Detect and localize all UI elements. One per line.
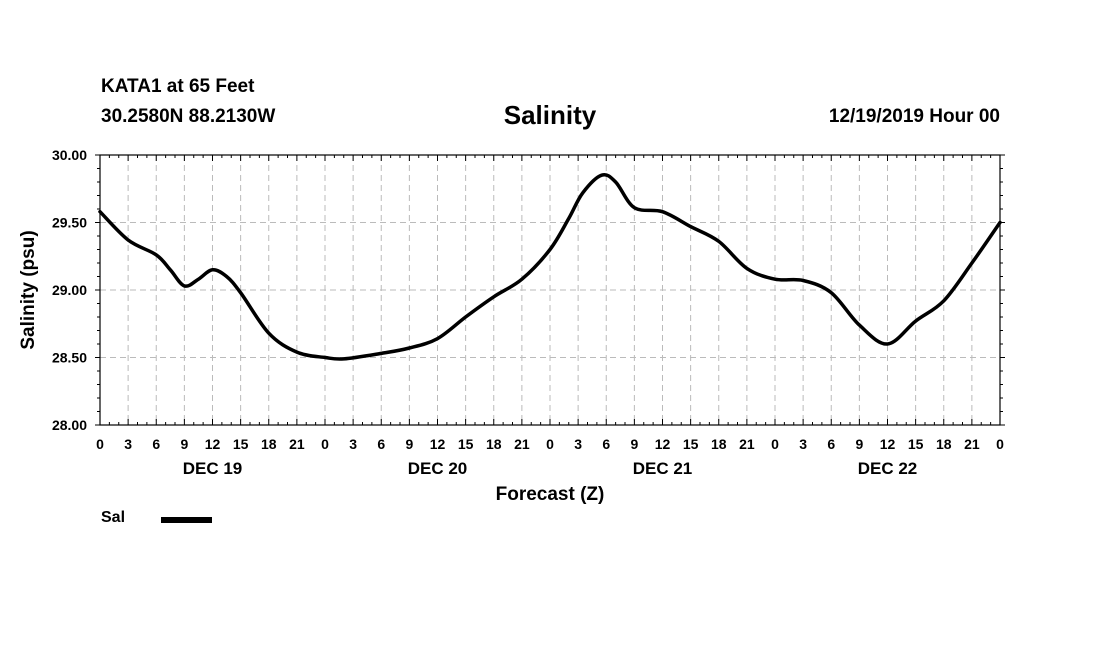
station-coordinates: 30.2580N 88.2130W <box>101 106 276 127</box>
x-tick-label: 15 <box>233 436 249 452</box>
x-tick-label: 0 <box>546 436 554 452</box>
x-tick-label: 18 <box>261 436 277 452</box>
salinity-line <box>98 172 1002 361</box>
x-tick-label: 6 <box>602 436 610 452</box>
day-label: DEC 22 <box>858 459 918 478</box>
y-tick-label: 28.00 <box>52 417 87 433</box>
day-label: DEC 19 <box>183 459 243 478</box>
x-tick-label: 3 <box>799 436 807 452</box>
x-tick-label: 18 <box>486 436 502 452</box>
x-tick-label: 3 <box>349 436 357 452</box>
x-tick-label: 3 <box>124 436 132 452</box>
forecast-datetime: 12/19/2019 Hour 00 <box>828 106 1000 127</box>
x-tick-label: 9 <box>855 436 863 452</box>
x-tick-label: 21 <box>289 436 305 452</box>
legend-label: Sal <box>101 509 126 526</box>
y-tick-label: 29.50 <box>52 215 87 231</box>
y-tick-label: 30.00 <box>52 147 87 163</box>
x-tick-label: 6 <box>152 436 160 452</box>
day-label: DEC 21 <box>633 459 693 478</box>
x-tick-label: 21 <box>514 436 530 452</box>
x-tick-label: 9 <box>405 436 413 452</box>
y-tick-label: 29.00 <box>52 282 87 298</box>
x-tick-label: 21 <box>739 436 755 452</box>
x-tick-label: 0 <box>321 436 329 452</box>
y-tick-label: 28.50 <box>52 350 87 366</box>
legend-line-sample <box>161 517 212 523</box>
chart-title: Salinity <box>503 100 597 130</box>
x-axis-label: Forecast (Z) <box>496 484 605 505</box>
x-tick-label: 12 <box>655 436 671 452</box>
x-tick-label: 0 <box>771 436 779 452</box>
day-label: DEC 20 <box>408 459 468 478</box>
x-tick-label: 12 <box>430 436 446 452</box>
x-tick-label: 12 <box>205 436 221 452</box>
x-tick-label: 9 <box>630 436 638 452</box>
x-tick-label: 3 <box>574 436 582 452</box>
x-tick-label: 12 <box>880 436 896 452</box>
x-tick-label: 15 <box>908 436 924 452</box>
station-label: KATA1 at 65 Feet <box>101 76 255 97</box>
x-tick-label: 15 <box>683 436 699 452</box>
y-axis-label: Salinity (psu) <box>18 230 39 349</box>
x-tick-label: 18 <box>936 436 952 452</box>
x-tick-label: 6 <box>827 436 835 452</box>
x-tick-label: 21 <box>964 436 980 452</box>
x-tick-label: 0 <box>96 436 104 452</box>
x-tick-label: 6 <box>377 436 385 452</box>
x-tick-label: 9 <box>180 436 188 452</box>
x-tick-label: 15 <box>458 436 474 452</box>
x-tick-label: 0 <box>996 436 1004 452</box>
x-tick-label: 18 <box>711 436 727 452</box>
